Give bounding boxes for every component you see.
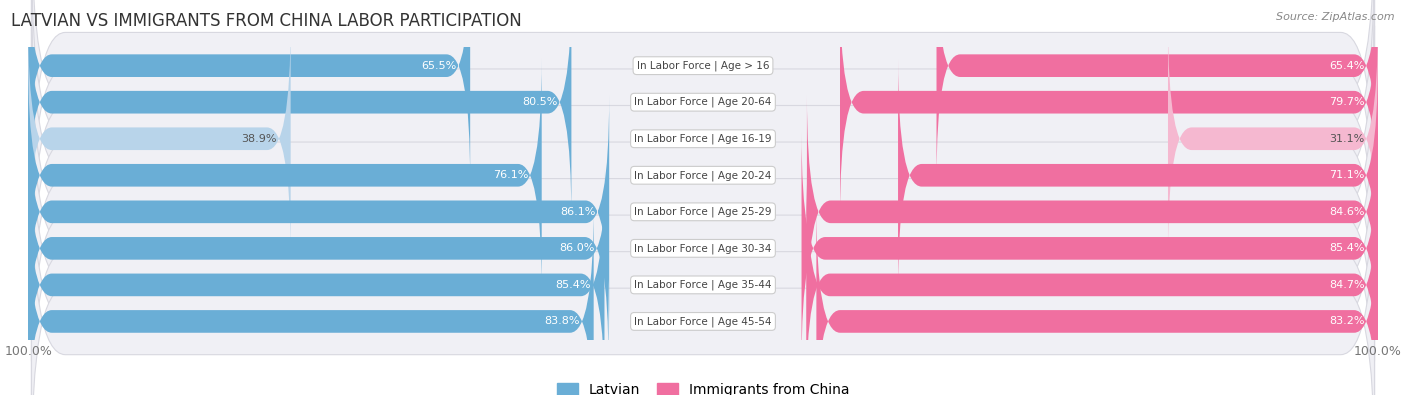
Text: In Labor Force | Age 35-44: In Labor Force | Age 35-44	[634, 280, 772, 290]
FancyBboxPatch shape	[28, 205, 593, 395]
Text: 71.1%: 71.1%	[1329, 170, 1364, 180]
FancyBboxPatch shape	[31, 26, 1375, 325]
Text: In Labor Force | Age 45-54: In Labor Force | Age 45-54	[634, 316, 772, 327]
FancyBboxPatch shape	[28, 0, 571, 219]
FancyBboxPatch shape	[28, 59, 541, 292]
Text: In Labor Force | Age 25-29: In Labor Force | Age 25-29	[634, 207, 772, 217]
FancyBboxPatch shape	[31, 135, 1375, 395]
Text: In Labor Force | Age > 16: In Labor Force | Age > 16	[637, 60, 769, 71]
Text: 76.1%: 76.1%	[494, 170, 529, 180]
Legend: Latvian, Immigrants from China: Latvian, Immigrants from China	[557, 383, 849, 395]
Text: 31.1%: 31.1%	[1329, 134, 1364, 144]
FancyBboxPatch shape	[28, 0, 470, 182]
FancyBboxPatch shape	[31, 0, 1375, 215]
Text: LATVIAN VS IMMIGRANTS FROM CHINA LABOR PARTICIPATION: LATVIAN VS IMMIGRANTS FROM CHINA LABOR P…	[11, 12, 522, 30]
Text: In Labor Force | Age 30-34: In Labor Force | Age 30-34	[634, 243, 772, 254]
FancyBboxPatch shape	[31, 62, 1375, 361]
FancyBboxPatch shape	[28, 95, 609, 328]
FancyBboxPatch shape	[28, 132, 609, 365]
Text: 84.6%: 84.6%	[1329, 207, 1364, 217]
Text: In Labor Force | Age 16-19: In Labor Force | Age 16-19	[634, 134, 772, 144]
FancyBboxPatch shape	[807, 95, 1378, 328]
FancyBboxPatch shape	[31, 0, 1375, 252]
FancyBboxPatch shape	[28, 168, 605, 395]
FancyBboxPatch shape	[936, 0, 1378, 182]
Text: In Labor Force | Age 20-24: In Labor Force | Age 20-24	[634, 170, 772, 181]
Text: 85.4%: 85.4%	[1329, 243, 1364, 253]
Text: In Labor Force | Age 20-64: In Labor Force | Age 20-64	[634, 97, 772, 107]
FancyBboxPatch shape	[806, 168, 1378, 395]
Text: 80.5%: 80.5%	[523, 97, 558, 107]
FancyBboxPatch shape	[28, 22, 291, 255]
FancyBboxPatch shape	[31, 172, 1375, 395]
FancyBboxPatch shape	[31, 99, 1375, 395]
Text: 83.2%: 83.2%	[1329, 316, 1364, 326]
Text: 79.7%: 79.7%	[1329, 97, 1364, 107]
Text: 65.4%: 65.4%	[1329, 61, 1364, 71]
Text: Source: ZipAtlas.com: Source: ZipAtlas.com	[1277, 12, 1395, 22]
Text: 85.4%: 85.4%	[555, 280, 591, 290]
FancyBboxPatch shape	[839, 0, 1378, 219]
Text: 86.0%: 86.0%	[560, 243, 595, 253]
Text: 84.7%: 84.7%	[1329, 280, 1364, 290]
FancyBboxPatch shape	[898, 59, 1378, 292]
FancyBboxPatch shape	[1168, 22, 1378, 255]
Text: 86.1%: 86.1%	[561, 207, 596, 217]
Text: 65.5%: 65.5%	[422, 61, 457, 71]
FancyBboxPatch shape	[31, 0, 1375, 288]
Text: 38.9%: 38.9%	[242, 134, 277, 144]
FancyBboxPatch shape	[817, 205, 1378, 395]
Text: 83.8%: 83.8%	[544, 316, 581, 326]
FancyBboxPatch shape	[801, 132, 1378, 365]
